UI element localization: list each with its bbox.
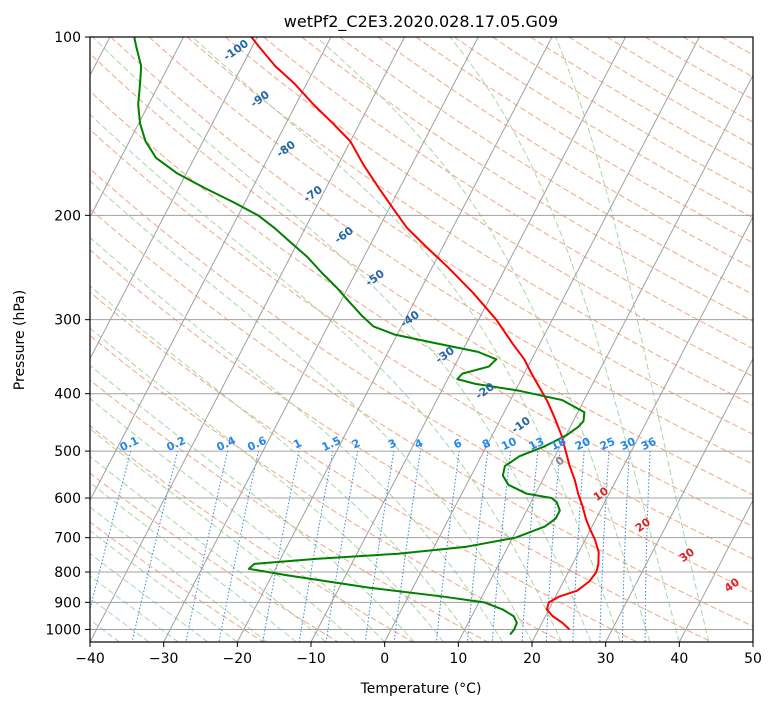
mixing-ratio-label: 13	[527, 435, 546, 453]
mixing-ratio-line	[572, 451, 585, 642]
dry-adiabat	[90, 334, 563, 642]
moist-adiabat	[90, 506, 268, 642]
moist-adiabat	[90, 180, 533, 642]
isotherm-line	[90, 37, 185, 219]
mixing-ratio-line	[621, 451, 630, 642]
moist-adiabat	[90, 285, 474, 642]
mixing-ratio-line	[521, 451, 539, 642]
mixing-ratio-label: 20	[573, 435, 593, 453]
y-axis-label: Pressure (hPa)	[12, 290, 28, 390]
isotherm-line	[310, 37, 627, 642]
mixing-ratio-label: 16	[549, 435, 569, 453]
moist-adiabat	[192, 37, 621, 642]
moist-adiabat	[555, 37, 710, 642]
dry-adiabat	[90, 379, 488, 642]
mixing-ratio-line	[599, 451, 610, 642]
dry-adiabat	[90, 249, 712, 642]
y-tick-label: 100	[54, 30, 81, 46]
moist-adiabat	[90, 455, 327, 642]
isotherm-line	[678, 499, 753, 642]
x-tick-label: −20	[223, 651, 253, 667]
isotherm-line	[605, 357, 753, 642]
y-tick-label: 800	[54, 565, 81, 581]
moist-adiabat	[316, 37, 651, 642]
x-tick-label: 40	[670, 651, 688, 667]
series-line-dewpoint	[133, 37, 586, 636]
mixing-ratio-label: 36	[639, 435, 659, 453]
x-axis-label: Temperature (°C)	[360, 681, 482, 697]
moist-adiabat	[90, 327, 444, 642]
dry-adiabats	[90, 37, 753, 642]
isobar-grid	[90, 37, 753, 630]
dry-adiabat	[90, 291, 638, 642]
y-tick-label: 600	[54, 491, 81, 507]
mixing-ratio-label: 30	[618, 435, 638, 453]
x-tick-label: −30	[149, 651, 179, 667]
moist-adiabat	[90, 397, 386, 642]
y-axis: 100 200 300 400 500 600 700 800 900 1000	[45, 30, 90, 638]
mixing-ratio-line	[364, 451, 395, 642]
isotherm-line	[163, 37, 479, 642]
dry-adiabat	[110, 37, 753, 465]
y-tick-label: 500	[54, 444, 81, 460]
moist-adiabat	[90, 481, 297, 642]
mixing-ratio-label: 25	[598, 435, 617, 453]
moist-adiabat	[90, 428, 356, 642]
moist-adiabat	[92, 37, 592, 642]
profile-series	[133, 37, 600, 636]
x-tick-label: 30	[597, 651, 615, 667]
isotherm-line	[752, 640, 753, 642]
mixing-ratio-label: 10	[499, 435, 519, 453]
x-axis: −40 −30 −20 −10 0 10 20 30 40 50	[75, 642, 762, 667]
y-tick-label: 200	[54, 208, 81, 224]
series-line-temperature	[250, 37, 600, 631]
x-tick-label: 10	[449, 651, 467, 667]
x-tick-label: −10	[296, 651, 326, 667]
isotherm-line	[384, 37, 700, 642]
y-tick-label: 1000	[45, 622, 81, 638]
x-tick-label: 0	[380, 651, 389, 667]
x-tick-label: 20	[523, 651, 541, 667]
dry-adiabat	[186, 37, 753, 406]
moist-adiabat	[449, 37, 680, 642]
mixing-ratio-line	[435, 451, 460, 642]
y-tick-label: 300	[54, 313, 81, 329]
moist-adiabat	[90, 113, 562, 642]
isotherm-line	[531, 215, 753, 642]
plot-frame	[89, 36, 754, 643]
mixing-ratio-line	[90, 450, 132, 612]
isotherm-line	[90, 37, 406, 642]
y-tick-label: 700	[54, 531, 81, 547]
isotherm-line	[90, 37, 332, 502]
isotherm-line	[457, 74, 753, 642]
y-tick-label: 400	[54, 387, 81, 403]
dry-adiabat	[90, 90, 753, 528]
isotherm-line	[236, 37, 553, 642]
x-tick-label: −40	[75, 651, 105, 667]
dry-adiabat	[90, 208, 753, 627]
chart-title: wetPf2_C2E3.2020.028.17.05.G09	[284, 12, 558, 32]
mixing-ratio-line	[545, 451, 561, 642]
mixing-ratio-line	[185, 450, 229, 642]
y-tick-label: 900	[54, 595, 81, 611]
dry-adiabat	[148, 37, 753, 435]
dry-adiabat	[90, 168, 753, 593]
dry-adiabat	[90, 53, 753, 496]
isotherm-line	[90, 37, 258, 360]
moist-adiabat	[90, 236, 503, 642]
mixing-ratio-line	[131, 450, 179, 642]
mixing-ratio-line	[467, 451, 489, 642]
isotherm-grid	[90, 37, 753, 642]
x-tick-label: 50	[744, 651, 762, 667]
